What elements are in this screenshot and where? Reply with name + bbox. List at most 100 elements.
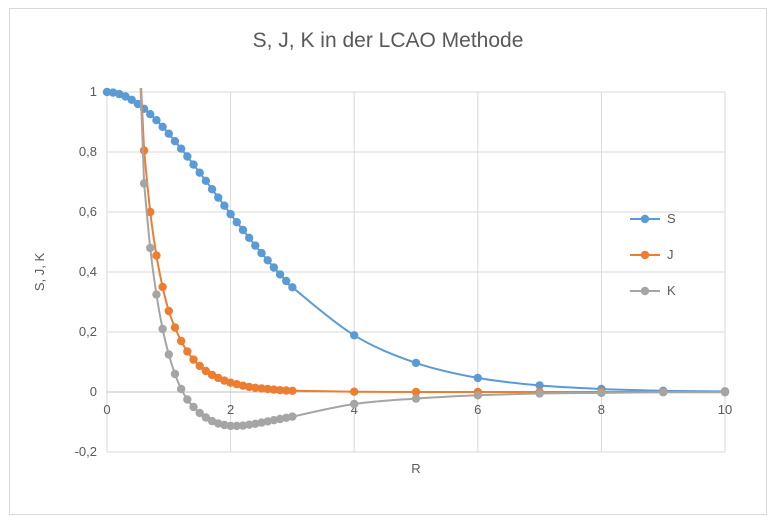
data-point-S — [257, 248, 266, 258]
data-point-J — [189, 355, 198, 364]
data-point-K — [720, 388, 730, 397]
data-point-K — [350, 399, 359, 409]
data-point-S — [146, 110, 155, 119]
chart-svg: S, J, K in der LCAO Methode -0,2 0 0,2 0,4 0… — [32, 29, 732, 476]
data-point-K — [158, 324, 167, 334]
legend-marker-K — [640, 286, 650, 296]
data-point-S — [158, 122, 167, 131]
data-point-K — [170, 369, 180, 379]
data-point-S — [473, 373, 482, 383]
data-point-J — [244, 382, 254, 392]
data-point-K — [146, 243, 155, 253]
data-point-K — [232, 421, 241, 431]
y-tick-label: 0,8 — [79, 144, 97, 159]
data-point-S — [238, 225, 248, 235]
data-point-J — [275, 386, 285, 395]
data-point-S — [183, 152, 192, 161]
data-point-K — [659, 388, 668, 397]
data-point-J — [411, 387, 421, 397]
data-point-J — [158, 282, 167, 292]
series-line-K — [139, 88, 726, 427]
data-point-K — [189, 402, 198, 412]
data-point-J — [176, 336, 186, 346]
data-point-K — [535, 389, 544, 398]
legend-label-K: K — [667, 283, 676, 298]
data-point-K — [226, 421, 235, 431]
data-point-J — [257, 384, 266, 393]
data-point-S — [226, 209, 235, 219]
data-point-S — [288, 283, 297, 292]
data-point-K — [164, 350, 173, 359]
x-tick-label: 0 — [103, 402, 110, 417]
data-point-S — [244, 233, 254, 242]
y-tick-label: 0,6 — [79, 204, 97, 219]
data-point-S — [411, 358, 421, 368]
data-point-S — [170, 137, 180, 146]
data-point-S — [189, 160, 198, 169]
data-point-S — [102, 87, 112, 97]
data-point-J — [183, 347, 192, 356]
data-point-K — [201, 413, 211, 422]
y-tick-label: -0,2 — [75, 444, 97, 459]
data-point-S — [269, 263, 279, 272]
data-point-S — [164, 129, 173, 138]
data-point-J — [269, 385, 279, 394]
data-point-S — [176, 144, 186, 153]
data-point-S — [350, 331, 359, 340]
chart-title: S, J, K in der LCAO Methode — [253, 29, 524, 52]
series-J — [139, 88, 730, 397]
series-K — [139, 88, 730, 431]
series-line-S — [107, 91, 726, 393]
data-point-K — [411, 394, 421, 403]
data-point-K — [195, 408, 204, 418]
data-point-S — [535, 381, 544, 390]
chart-area: S, J, K in der LCAO Methode -0,2 0 0,2 0,4 0… — [9, 8, 767, 515]
data-point-S — [207, 185, 217, 194]
x-tick-label: 2 — [227, 402, 234, 417]
legend-label-J: J — [667, 247, 674, 262]
data-point-J — [251, 383, 260, 392]
data-point-S — [263, 256, 272, 265]
data-point-S — [275, 270, 285, 279]
y-tick-label: 0 — [90, 384, 97, 399]
legend-marker-S — [640, 214, 650, 224]
data-point-K — [220, 420, 229, 430]
data-point-S — [195, 168, 204, 177]
data-point-K — [473, 391, 482, 400]
data-point-S — [232, 218, 241, 227]
data-point-S — [133, 99, 143, 109]
data-point-J — [282, 386, 291, 395]
legend: S J K — [630, 211, 676, 298]
data-point-S — [251, 241, 260, 250]
data-point-S — [201, 176, 211, 185]
series-layer — [102, 87, 730, 431]
data-point-J — [263, 384, 272, 394]
x-tick-label: 10 — [718, 402, 732, 417]
y-tick-label: 0,2 — [79, 324, 97, 339]
data-point-S — [220, 201, 229, 210]
data-point-S — [282, 276, 291, 286]
legend-marker-J — [640, 250, 650, 260]
data-point-J — [201, 366, 211, 376]
data-point-J — [146, 207, 155, 217]
data-point-K — [288, 412, 297, 421]
data-point-S — [121, 92, 130, 101]
data-point-S — [127, 95, 136, 105]
data-point-K — [183, 395, 192, 404]
y-tick-label: 1 — [90, 84, 97, 99]
data-point-K — [244, 420, 254, 429]
data-point-J — [139, 146, 149, 155]
data-point-J — [164, 306, 173, 316]
data-point-J — [152, 251, 161, 260]
x-axis-title: R — [411, 461, 420, 476]
x-axis-tick-labels: 0 2 4 6 8 10 — [103, 402, 732, 417]
series-S — [102, 87, 730, 396]
data-point-J — [195, 361, 204, 371]
data-point-K — [597, 388, 606, 398]
x-tick-label: 4 — [351, 402, 358, 417]
y-axis-tick-labels: -0,2 0 0,2 0,4 0,6 0,8 1 — [75, 84, 97, 459]
data-point-J — [170, 323, 180, 332]
data-point-J — [350, 387, 359, 396]
data-point-K — [238, 421, 248, 430]
legend-label-S: S — [667, 211, 676, 226]
